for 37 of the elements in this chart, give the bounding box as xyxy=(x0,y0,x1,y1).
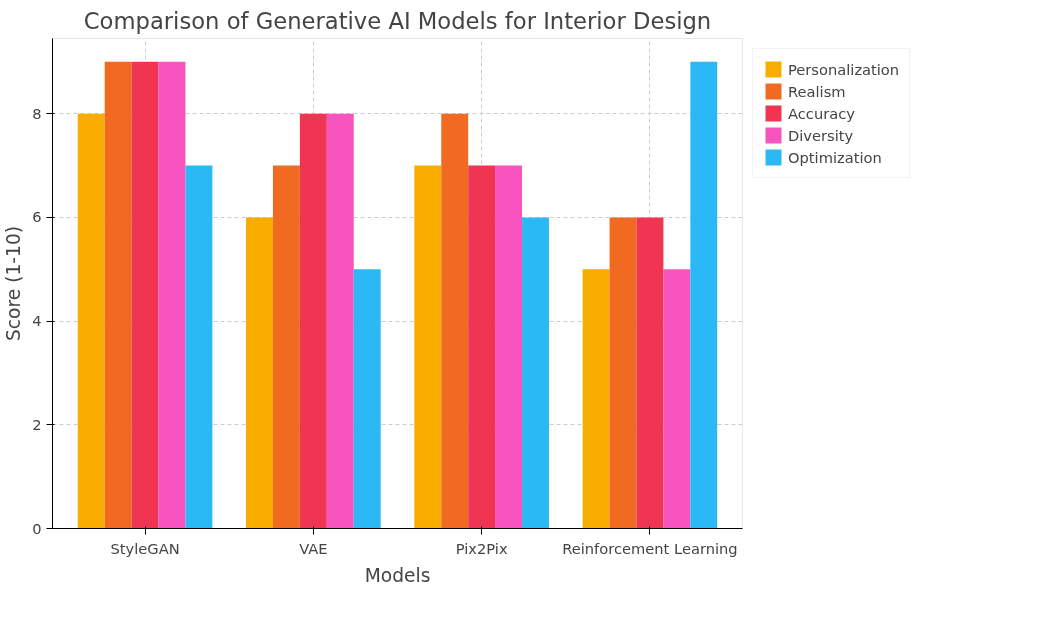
legend-label: Accuracy xyxy=(788,104,855,122)
bar xyxy=(582,269,610,529)
bar xyxy=(185,165,213,529)
bar xyxy=(353,269,381,529)
bar xyxy=(131,61,159,529)
legend-label: Realism xyxy=(788,82,846,100)
x-tick-label: Reinforcement Learning xyxy=(562,539,738,557)
bar xyxy=(158,61,186,529)
bar xyxy=(104,61,132,529)
x-tick-label: Pix2Pix xyxy=(455,539,508,557)
y-tick-label: 8 xyxy=(32,104,42,122)
y-tick-label: 6 xyxy=(32,208,42,226)
bar xyxy=(299,113,327,529)
x-tick-label: VAE xyxy=(299,539,328,557)
bar xyxy=(495,165,523,529)
bar xyxy=(522,217,549,529)
bar xyxy=(663,269,691,529)
bar xyxy=(246,217,273,529)
bar xyxy=(272,165,300,529)
y-tick-label: 0 xyxy=(32,519,42,537)
y-axis-title: Score (1-10) xyxy=(3,225,25,342)
bar xyxy=(326,113,354,529)
chart-title: Comparison of Generative AI Models for Interior Design xyxy=(83,7,712,34)
legend-label: Diversity xyxy=(788,126,854,144)
bar xyxy=(636,217,664,529)
y-tick-label: 2 xyxy=(32,415,42,433)
legend-label: Optimization xyxy=(788,148,882,166)
bar xyxy=(468,165,496,529)
bar xyxy=(77,113,105,529)
legend-label: Personalization xyxy=(788,60,900,78)
bar xyxy=(609,217,637,529)
bar xyxy=(441,113,469,529)
bar xyxy=(414,165,442,529)
x-axis-title: Models xyxy=(364,564,431,586)
x-tick-label: StyleGAN xyxy=(110,539,180,557)
y-tick-label: 4 xyxy=(32,312,42,330)
bar xyxy=(690,61,718,529)
